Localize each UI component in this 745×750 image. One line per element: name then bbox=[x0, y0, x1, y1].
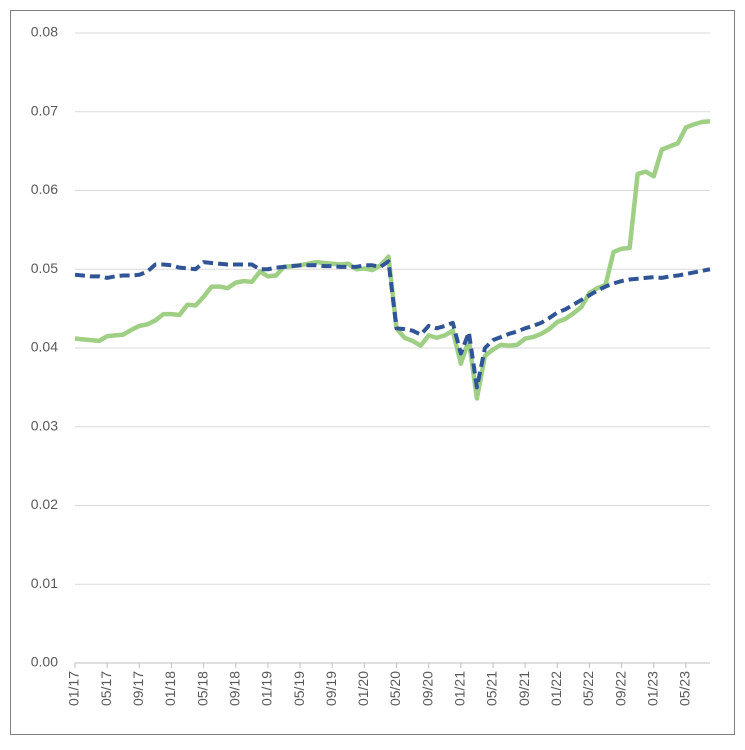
x-tick-label: 05/21 bbox=[484, 671, 500, 706]
x-tick-label: 01/21 bbox=[452, 671, 468, 706]
x-tick-label: 05/20 bbox=[387, 671, 403, 706]
chart-frame bbox=[10, 10, 735, 735]
x-tick-label: 01/18 bbox=[162, 671, 178, 706]
x-tick-label: 09/22 bbox=[612, 671, 628, 706]
y-tick-label: 0.07 bbox=[31, 102, 58, 118]
x-tick-label: 09/20 bbox=[419, 671, 435, 706]
x-tick-label: 05/19 bbox=[291, 671, 307, 706]
x-tick-label: 09/19 bbox=[323, 671, 339, 706]
x-tick-label: 01/23 bbox=[644, 671, 660, 706]
x-tick-label: 05/17 bbox=[98, 671, 114, 706]
x-tick-label: 01/19 bbox=[259, 671, 275, 706]
y-tick-label: 0.02 bbox=[31, 496, 58, 512]
y-tick-label: 0.06 bbox=[31, 181, 58, 197]
x-tick-label: 05/18 bbox=[194, 671, 210, 706]
x-tick-label: 09/17 bbox=[130, 671, 146, 706]
x-tick-label: 01/17 bbox=[66, 671, 82, 706]
y-tick-label: 0.08 bbox=[31, 24, 58, 40]
x-tick-label: 09/18 bbox=[226, 671, 242, 706]
x-tick-label: 05/22 bbox=[580, 671, 596, 706]
y-tick-label: 0.00 bbox=[31, 654, 58, 670]
x-tick-label: 01/22 bbox=[548, 671, 564, 706]
x-tick-label: 01/20 bbox=[355, 671, 371, 706]
y-tick-label: 0.04 bbox=[31, 339, 58, 355]
y-tick-label: 0.01 bbox=[31, 575, 58, 591]
series-line bbox=[74, 259, 711, 390]
y-tick-label: 0.05 bbox=[31, 260, 58, 276]
x-tick-label: 09/21 bbox=[516, 671, 532, 706]
x-tick-label: 05/23 bbox=[677, 671, 693, 706]
y-tick-label: 0.03 bbox=[31, 417, 58, 433]
